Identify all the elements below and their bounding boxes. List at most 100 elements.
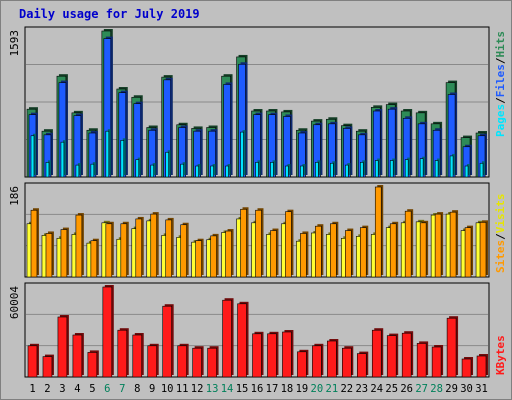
bar-pages-shadow [167,150,171,175]
legend-sep: / [494,57,507,64]
bar-sites [165,219,172,278]
bar-pages-shadow [377,158,381,175]
bar-pages-shadow [227,164,231,175]
bar-pages-shadow [122,138,126,175]
bar-pages-shadow [422,156,426,175]
bar-sites [195,240,202,278]
bar-kbytes [461,358,472,378]
bar-pages [479,162,484,178]
bar-kbytes [282,331,292,378]
legend-sites: Sites [494,240,507,273]
bar-sites [180,224,187,278]
bar-pages-shadow [47,160,51,175]
bar-pages [389,160,394,178]
x-tick-label: 5 [89,383,95,395]
x-tick-label: 2 [44,383,50,395]
x-tick-label: 20 [311,383,324,395]
x-tick-label: 30 [460,383,473,395]
bar-kbytes [87,352,98,378]
bar-pages [30,135,35,178]
bar-kbytes [401,332,412,378]
legend-visits: Visits [494,194,507,234]
x-tick-label: 12 [191,383,204,395]
bar-pages [135,159,140,178]
x-tick-label: 29 [445,383,458,395]
bar-pages [419,158,424,178]
bar-sites [135,218,143,278]
x-tick-label: 27 [415,383,428,395]
bar-pages-shadow [152,163,156,175]
bar-pages-shadow [302,164,306,175]
bar-sites [150,213,158,278]
bar-pages [210,165,214,178]
bar-pages-shadow [332,161,336,175]
bar-kbytes [102,286,113,378]
bar-kbytes [42,356,53,378]
bar-pages-shadow [197,164,201,175]
x-tick-label: 25 [385,383,398,395]
bar-pages-shadow [242,130,246,175]
bar-kbytes [446,317,457,378]
bar-kbytes [222,299,232,378]
bar-pages-shadow [212,164,216,175]
legend-sep: / [494,233,507,240]
bar-kbytes [312,345,322,378]
bar-pages [449,155,454,178]
x-tick-label: 3 [59,383,65,395]
bar-pages-shadow [452,153,456,175]
bar-pages [404,159,409,178]
bar-pages-shadow [77,163,81,175]
bar-sites [479,222,487,278]
bar-pages [330,162,334,178]
bar-sites [285,211,292,278]
bar-sites [315,225,322,278]
bar-kbytes [386,335,397,378]
bar-sites [389,223,397,278]
bar-kbytes [207,347,217,378]
legend-hits: Hits [494,31,507,58]
bar-kbytes [416,343,427,378]
x-tick-label: 24 [370,383,383,395]
x-tick-label: 13 [206,383,219,395]
bar-pages-shadow [107,129,111,175]
x-tick-label: 26 [400,383,413,395]
bar-pages-shadow [482,161,485,175]
x-tick-label: 16 [251,383,264,395]
bar-kbytes [192,347,202,378]
bar-kbytes [342,347,352,378]
bar-pages-shadow [347,163,351,175]
bar-pages-shadow [317,160,321,175]
bar-kbytes [237,303,247,378]
sites-visits-legend: Sites/Visits [494,194,507,274]
x-tick-label: 18 [281,383,294,395]
bar-kbytes [371,329,382,378]
x-tick-label: 4 [74,383,80,395]
x-tick-label: 19 [296,383,309,395]
x-tick-label: 23 [355,383,368,395]
bar-pages [345,164,349,178]
bar-pages [285,165,289,178]
bar-kbytes [327,340,337,378]
bar-pages-shadow [257,160,261,175]
bar-sites [270,230,277,278]
bar-pages [75,164,80,178]
bar-pages [359,162,364,178]
bar-sites [419,222,427,278]
bar-kbytes [57,316,68,378]
bar-sites [90,240,98,278]
x-tick-label: 22 [340,383,353,395]
pages-files-hits-legend: Pages/Files/Hits [494,31,507,137]
bar-kbytes [177,345,187,378]
bar-sites [300,233,307,278]
bar-sites [45,233,53,278]
bar-pages-shadow [467,164,471,175]
bar-pages [464,165,469,178]
bar-pages [315,162,319,178]
bar-pages [300,165,304,178]
bar-sites [330,223,337,278]
bar-pages [270,162,274,178]
bar-pages-shadow [407,157,411,175]
legend-sep: / [494,97,507,104]
y-max-label: 1593 [8,30,21,57]
bar-sites [240,208,247,278]
